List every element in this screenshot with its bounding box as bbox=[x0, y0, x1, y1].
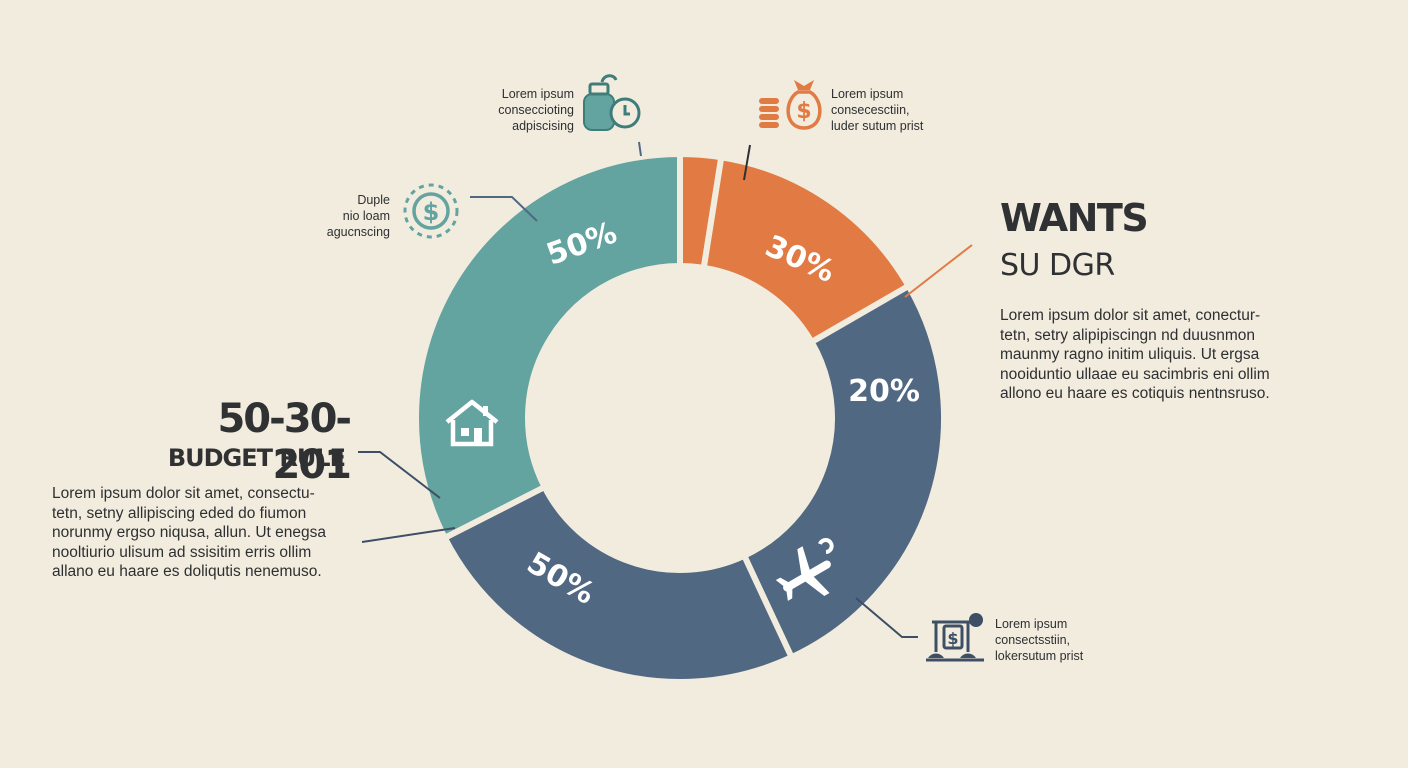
body-line: norunmy ergso niqusa, allun. Ut enegsa bbox=[52, 524, 326, 541]
clock-icon bbox=[609, 97, 641, 129]
body-line: allano eu haare es doliqutis nenemuso. bbox=[52, 563, 322, 580]
callout-line: consectsstiin, bbox=[995, 633, 1071, 647]
callout-top-right: Lorem ipsum consecesctiin, luder sutum p… bbox=[831, 86, 961, 134]
body-line: tetn, setny allipiscing eded do fiumon bbox=[52, 504, 307, 522]
wants-title: WANTS bbox=[1000, 196, 1149, 240]
budget-rule-body: Lorem ipsum dolor sit amet, consectu- te… bbox=[52, 484, 352, 582]
leader-top-left bbox=[638, 141, 642, 157]
slice-label-navy-right: 20% bbox=[848, 374, 920, 409]
leader-top-right bbox=[743, 144, 751, 181]
body-line: tetn, setry alipipiscingn nd duusnmon bbox=[1000, 326, 1256, 344]
money-bag-icon: $ bbox=[786, 80, 822, 130]
callout-line: Duple bbox=[357, 193, 390, 207]
body-line: maunmy ragno initim uliquis. Ut ergsa bbox=[1000, 346, 1260, 363]
body-line: Lorem ipsum dolor sit amet, conectur- bbox=[1000, 307, 1261, 324]
callout-left: Duple nio loam agucnscing bbox=[310, 192, 390, 240]
budget-rule-title: 50-30-201 bbox=[217, 396, 352, 488]
slice-navy-bottom bbox=[441, 484, 795, 685]
body-line: nooiduntio ullaae eu sacimbris eni ollim bbox=[1000, 365, 1270, 383]
callout-line: nio loam bbox=[342, 209, 390, 223]
svg-text:$: $ bbox=[423, 198, 440, 226]
callout-line: Lorem ipsum bbox=[501, 87, 574, 101]
coin-stack-icon bbox=[759, 98, 779, 128]
body-line: allono eu haare es cotiquis nentnsruso. bbox=[1000, 385, 1270, 402]
callout-bottom-right: Lorem ipsum consectsstiin, lokersutum pr… bbox=[995, 616, 1125, 664]
leader-left-icon bbox=[470, 196, 538, 222]
body-line: nooltiurio ulisum ad ssisitim erris olli… bbox=[52, 543, 312, 561]
callout-line: lokersutum prist bbox=[995, 649, 1084, 663]
body-line: Lorem ipsum dolor sit amet, consectu- bbox=[52, 485, 315, 502]
leader-lines bbox=[358, 141, 973, 638]
dollar-circle-icon: $ bbox=[403, 183, 459, 239]
budget-rule-subtitle: BUDGET RULE bbox=[167, 444, 346, 472]
leader-budget-title bbox=[358, 451, 441, 499]
leader-wants bbox=[904, 244, 973, 298]
balance-scale-icon: $ bbox=[926, 613, 984, 662]
svg-text:$: $ bbox=[796, 99, 811, 124]
callout-line: Lorem ipsum bbox=[995, 617, 1068, 631]
callout-top-left: Lorem ipsum conseccioting adpiscising bbox=[470, 86, 574, 134]
leader-budget-body bbox=[361, 527, 456, 543]
wants-subtitle: SU DGR bbox=[1000, 248, 1115, 283]
callout-line: agucnscing bbox=[326, 225, 390, 239]
airplane-icon bbox=[776, 538, 834, 601]
callout-line: consecesctiin, bbox=[831, 103, 910, 117]
callout-line: conseccioting bbox=[498, 103, 574, 117]
leader-bottom-right bbox=[855, 597, 918, 638]
house-icon bbox=[445, 399, 499, 447]
callout-line: adpiscising bbox=[512, 119, 574, 133]
callout-line: luder sutum prist bbox=[831, 119, 924, 133]
slice-navy-right bbox=[741, 283, 947, 661]
callout-line: Lorem ipsum bbox=[831, 87, 904, 101]
wants-body: Lorem ipsum dolor sit amet, conectur- te… bbox=[1000, 306, 1320, 404]
svg-text:$: $ bbox=[947, 629, 958, 648]
